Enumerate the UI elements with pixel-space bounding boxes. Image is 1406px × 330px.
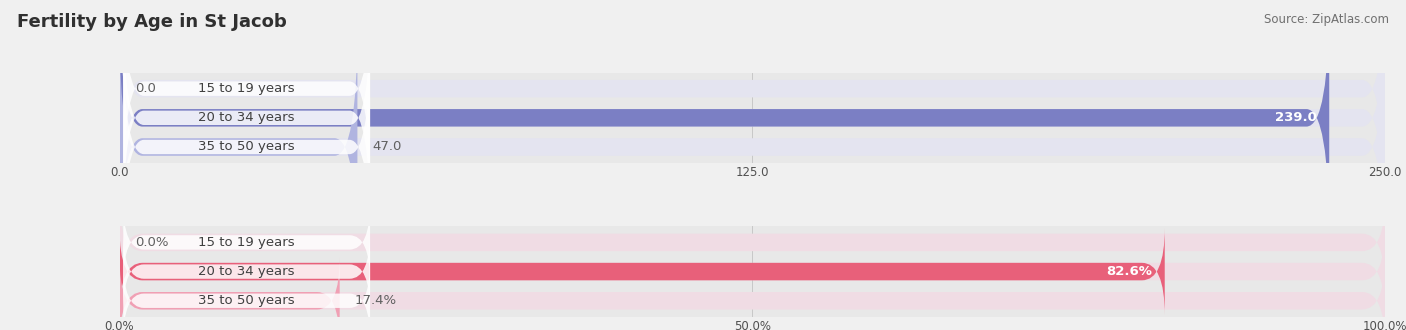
Text: 15 to 19 years: 15 to 19 years — [198, 236, 295, 249]
FancyBboxPatch shape — [124, 231, 370, 312]
Text: 20 to 34 years: 20 to 34 years — [198, 265, 295, 278]
Text: 17.4%: 17.4% — [354, 294, 396, 307]
FancyBboxPatch shape — [120, 0, 1385, 240]
FancyBboxPatch shape — [120, 24, 1385, 270]
Text: Source: ZipAtlas.com: Source: ZipAtlas.com — [1264, 13, 1389, 26]
FancyBboxPatch shape — [120, 0, 1329, 240]
Text: 0.0: 0.0 — [135, 82, 156, 95]
FancyBboxPatch shape — [124, 202, 370, 282]
FancyBboxPatch shape — [120, 24, 357, 270]
FancyBboxPatch shape — [120, 257, 1385, 330]
Text: 35 to 50 years: 35 to 50 years — [198, 141, 295, 153]
FancyBboxPatch shape — [120, 228, 1385, 315]
Text: 82.6%: 82.6% — [1107, 265, 1152, 278]
Text: 0.0%: 0.0% — [135, 236, 169, 249]
FancyBboxPatch shape — [120, 199, 1385, 286]
FancyBboxPatch shape — [124, 36, 370, 258]
Text: 35 to 50 years: 35 to 50 years — [198, 294, 295, 307]
FancyBboxPatch shape — [124, 7, 370, 229]
FancyBboxPatch shape — [120, 0, 1385, 211]
Text: Fertility by Age in St Jacob: Fertility by Age in St Jacob — [17, 13, 287, 31]
Text: 20 to 34 years: 20 to 34 years — [198, 111, 295, 124]
Text: 15 to 19 years: 15 to 19 years — [198, 82, 295, 95]
FancyBboxPatch shape — [124, 0, 370, 200]
FancyBboxPatch shape — [124, 261, 370, 330]
Text: 239.0: 239.0 — [1275, 111, 1316, 124]
Text: 47.0: 47.0 — [373, 141, 402, 153]
FancyBboxPatch shape — [120, 228, 1164, 315]
FancyBboxPatch shape — [120, 257, 340, 330]
